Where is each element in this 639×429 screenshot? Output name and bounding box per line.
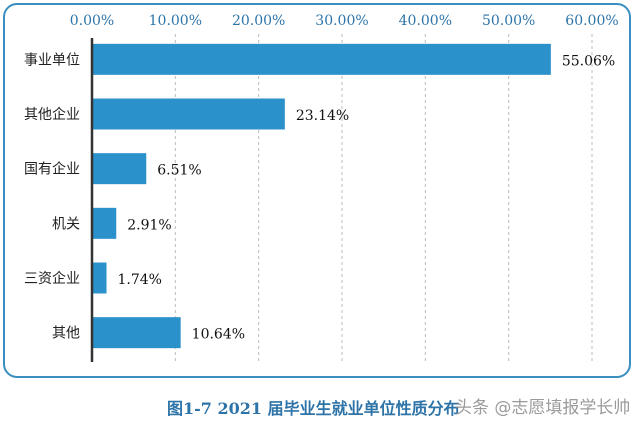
bar: [92, 98, 285, 130]
category-label: 三资企业: [24, 270, 80, 287]
bar: [92, 43, 551, 75]
bar: [92, 207, 117, 239]
data-label: 23.14%: [296, 108, 349, 124]
figure-caption: 图1-7 2021 届毕业生就业单位性质分布: [167, 399, 460, 418]
bar: [92, 262, 107, 294]
data-label: 2.91%: [127, 217, 171, 233]
data-label: 1.74%: [118, 272, 162, 288]
x-tick-label: 10.00%: [149, 13, 202, 29]
x-tick-label: 30.00%: [315, 13, 368, 29]
category-label: 国有企业: [24, 161, 80, 178]
x-tick-label: 20.00%: [232, 13, 285, 29]
x-tick-label: 50.00%: [482, 13, 535, 29]
category-label: 其他: [52, 326, 80, 342]
category-label: 其他企业: [24, 106, 80, 123]
data-label: 10.64%: [192, 327, 245, 343]
bar: [92, 317, 181, 349]
data-label: 6.51%: [157, 163, 201, 179]
x-tick-label: 40.00%: [399, 13, 452, 29]
x-tick-label: 0.00%: [70, 13, 114, 29]
category-label: 事业单位: [24, 52, 80, 68]
data-label: 55.06%: [562, 53, 615, 69]
category-label: 机关: [52, 216, 80, 232]
bar: [92, 153, 147, 185]
x-tick-label: 60.00%: [565, 13, 618, 29]
watermark: 头条 @志愿填报学长帅: [455, 398, 631, 418]
